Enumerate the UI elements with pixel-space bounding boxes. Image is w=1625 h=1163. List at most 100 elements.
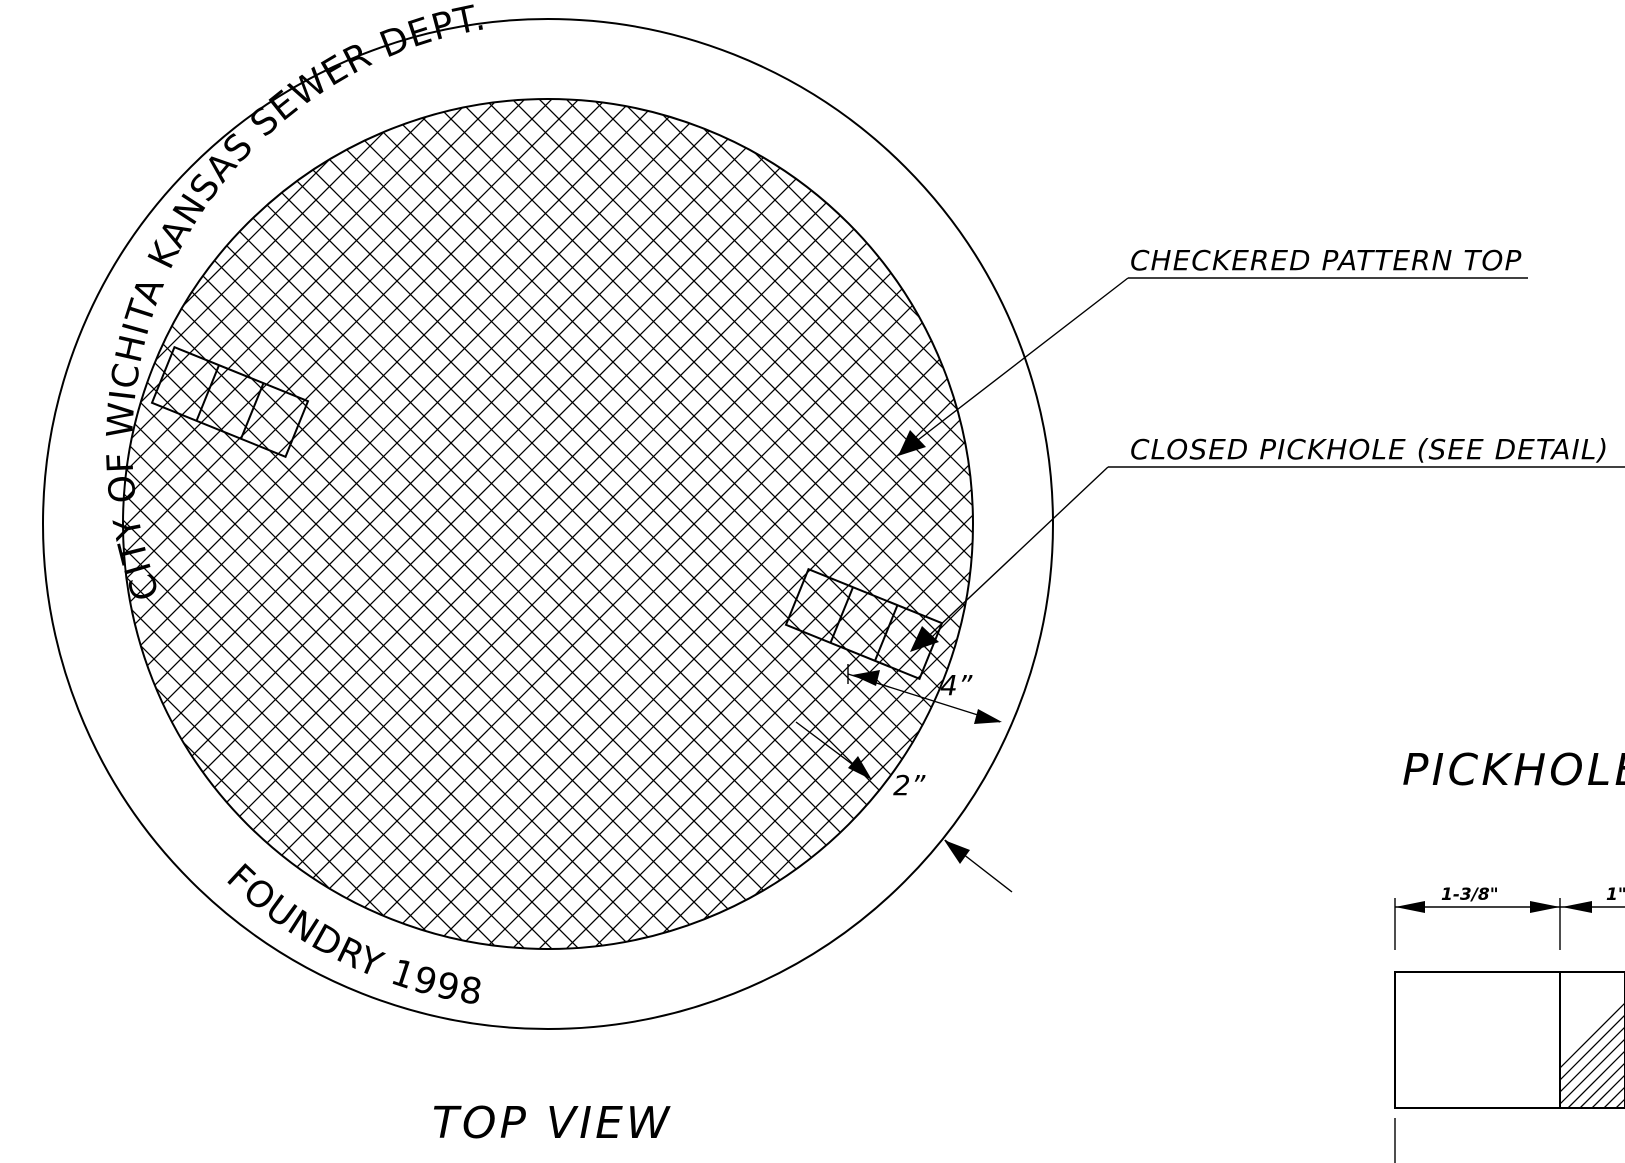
hatch-line xyxy=(123,99,784,949)
hatch-line xyxy=(712,99,973,949)
hatch-line xyxy=(123,99,325,949)
hatch-line xyxy=(874,99,973,949)
hatch-line xyxy=(123,99,487,949)
hatch-line xyxy=(123,99,460,949)
hatch-line xyxy=(496,99,973,949)
inner-pattern-circle xyxy=(122,98,974,950)
dimension-4in: 4” xyxy=(847,664,1002,724)
hatch-line xyxy=(123,99,649,949)
hatch-line xyxy=(955,99,973,949)
hatch-line xyxy=(123,99,541,949)
hatch-line xyxy=(388,99,973,949)
pickhole-detail-title: PICKHOLE xyxy=(1402,745,1625,796)
detail-hatch-line xyxy=(1560,1038,1625,1105)
hatch-line xyxy=(307,99,973,949)
hatch-line xyxy=(739,99,973,949)
callout-pickhole-text: CLOSED PICKHOLE (SEE DETAIL) xyxy=(1130,433,1609,466)
hatch-line xyxy=(983,84,1625,964)
hatch-line xyxy=(658,99,973,949)
hatch-line xyxy=(523,99,973,949)
hatch-line xyxy=(123,99,190,949)
hatch-line xyxy=(793,99,973,949)
detail-hatch-line xyxy=(1579,1062,1625,1108)
hatch-line xyxy=(123,99,568,949)
hatch-line xyxy=(712,99,973,949)
hatch-line xyxy=(631,99,973,949)
hatch-line xyxy=(123,99,460,949)
hatch-line xyxy=(123,99,541,949)
detail-hatch-line xyxy=(1560,1026,1625,1093)
hatch-line xyxy=(123,99,730,949)
hatch-line xyxy=(280,99,973,949)
hatch-line xyxy=(550,99,973,949)
hatch-line xyxy=(123,99,703,949)
pickhole-left xyxy=(150,345,310,459)
detail-dimension-text: 1-3/8" xyxy=(1441,885,1499,905)
hatch-line xyxy=(820,99,973,949)
hatch-line xyxy=(928,99,973,949)
callout-checkered-text: CHECKERED PATTERN TOP xyxy=(1130,244,1522,277)
hatch-line xyxy=(928,99,973,949)
hatch-line xyxy=(123,99,406,949)
hatch-line xyxy=(983,84,1625,964)
hatch-line xyxy=(334,99,973,949)
hatch-line xyxy=(123,99,757,949)
dimension-2in: 2” xyxy=(795,721,1013,893)
detail-hatch-line xyxy=(1603,1086,1625,1108)
detail-dimension-text-2: 1" xyxy=(1606,885,1625,905)
detail-hatch-line xyxy=(1560,1002,1625,1069)
hatch-line xyxy=(820,99,973,949)
hatch-line xyxy=(123,99,838,949)
callout-pickhole: CLOSED PICKHOLE (SEE DETAIL) xyxy=(910,433,1625,652)
callout-checkered: CHECKERED PATTERN TOP xyxy=(898,244,1528,456)
hatch-line xyxy=(253,99,973,949)
hatch-line xyxy=(955,99,973,949)
hatch-line xyxy=(123,99,622,949)
hatch-line xyxy=(0,84,108,964)
top-view-title: TOP VIEW xyxy=(432,1098,672,1149)
hatch-line xyxy=(123,99,622,949)
hatch-line xyxy=(604,99,973,949)
detail-hatch-line xyxy=(1567,1050,1625,1108)
hatch-line xyxy=(631,99,973,949)
hatch-line xyxy=(361,99,973,949)
hatch-line xyxy=(123,99,190,949)
hatch-line xyxy=(658,99,973,949)
hatch-line xyxy=(469,99,973,949)
hatch-line xyxy=(123,99,325,949)
dimension-4in-text: 4” xyxy=(940,669,973,702)
hatch-line xyxy=(123,99,487,949)
hatch-line xyxy=(874,99,973,949)
hatch-line xyxy=(0,84,108,964)
hatch-line xyxy=(442,99,973,949)
hatch-line xyxy=(685,99,973,949)
hatch-line xyxy=(123,99,514,949)
hatch-line xyxy=(123,99,568,949)
hatch-line xyxy=(577,99,973,949)
hatch-line xyxy=(123,99,811,949)
detail-hatch-line xyxy=(1591,1074,1625,1108)
outer-rim-circle xyxy=(42,18,1054,1030)
hatch-line xyxy=(604,99,973,949)
checkered-pattern xyxy=(0,84,1625,964)
hatch-line xyxy=(766,99,973,949)
hatch-line xyxy=(550,99,973,949)
hatch-line xyxy=(901,99,973,949)
hatch-line xyxy=(123,99,514,949)
hatch-line xyxy=(577,99,973,949)
hatch-line xyxy=(123,99,406,949)
hatch-line xyxy=(901,99,973,949)
hatch-line xyxy=(123,99,973,949)
pickhole-right xyxy=(784,567,944,681)
hatch-line xyxy=(793,99,973,949)
hatch-line xyxy=(123,99,433,949)
hatch-line xyxy=(123,99,649,949)
hatch-line xyxy=(415,99,973,949)
hatch-line xyxy=(123,99,676,949)
hatch-line xyxy=(123,99,433,949)
hatch-line xyxy=(123,99,595,949)
dimension-2in-text: 2” xyxy=(893,769,926,802)
hatch-line xyxy=(123,99,676,949)
hatch-line xyxy=(685,99,973,949)
